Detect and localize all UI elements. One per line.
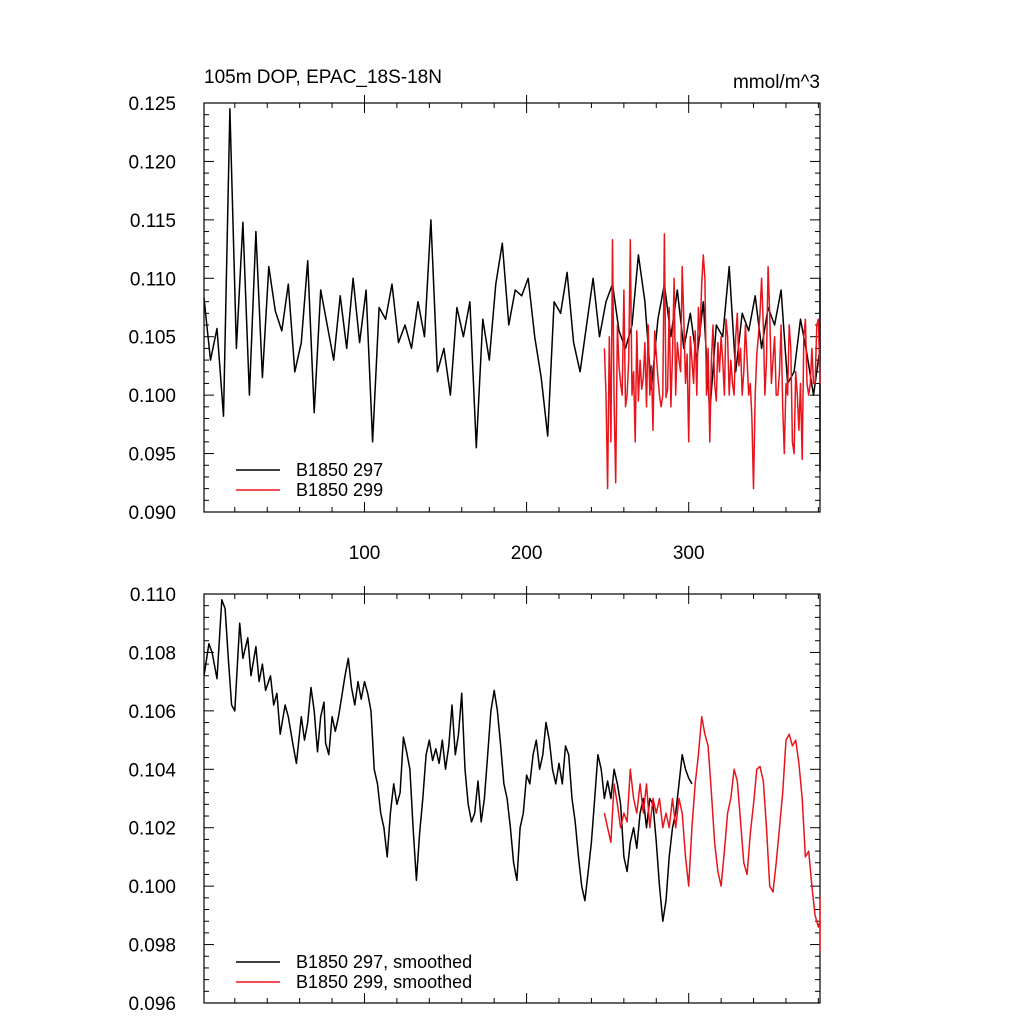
y-tick-label: 0.108 (128, 643, 176, 664)
y-tick-label: 0.110 (130, 269, 176, 290)
series-line-1 (603, 233, 821, 490)
top-axes: 0.090 0.095 0.100 0.105 0.110 0.115 0.120 0.125… (128, 94, 821, 564)
y-tick-label: 0.104 (128, 760, 176, 781)
series-line-0 (203, 599, 693, 922)
legend-label: B1850 297, smoothed (296, 952, 472, 972)
x-tick-label: 300 (673, 543, 705, 564)
top-chart-panel: 105m DOP, EPAC_18S-18N mmol/m^3 0.0900.0… (128, 67, 821, 564)
y-tick-label: 0.096 (128, 994, 176, 1015)
y-tick-label: 0.100 (128, 386, 176, 407)
series-line-0 (203, 108, 821, 472)
chart-title: 105m DOP, EPAC_18S-18N (204, 67, 442, 88)
y-tick-label: 0.125 (128, 94, 176, 115)
y-tick-label: 0.098 (128, 936, 176, 957)
legend-label: B1850 299, smoothed (296, 972, 472, 992)
y-tick-label: 0.095 (128, 445, 176, 466)
y-tick-label: 0.120 (128, 152, 176, 173)
y-tick-label: 0.105 (128, 328, 176, 349)
y-tick-label: 0.115 (130, 211, 176, 232)
bottom-series-group (203, 599, 821, 952)
legend-label: B1850 297 (296, 460, 383, 480)
y-tick-label: 0.106 (128, 702, 176, 723)
bottom-chart-panel: 0.096 0.098 0.100 0.102 0.104 0.106 0.108 0.110… (128, 585, 821, 1015)
units-label: mmol/m^3 (733, 72, 820, 93)
y-tick-label: 0.100 (128, 877, 176, 898)
bottom-axes: 0.096 0.098 0.100 0.102 0.104 0.106 0.108 0.110 (128, 585, 821, 1015)
y-tick-label: 0.110 (130, 585, 176, 606)
x-tick-label: 200 (511, 543, 543, 564)
y-tick-label: 0.090 (128, 503, 176, 524)
x-tick-label: 100 (349, 543, 381, 564)
plot-frame (203, 593, 821, 1004)
top-series-group (203, 108, 821, 490)
legend-label: B1850 299 (296, 480, 383, 500)
y-tick-label: 0.102 (128, 819, 176, 840)
series-line-1 (603, 715, 821, 952)
